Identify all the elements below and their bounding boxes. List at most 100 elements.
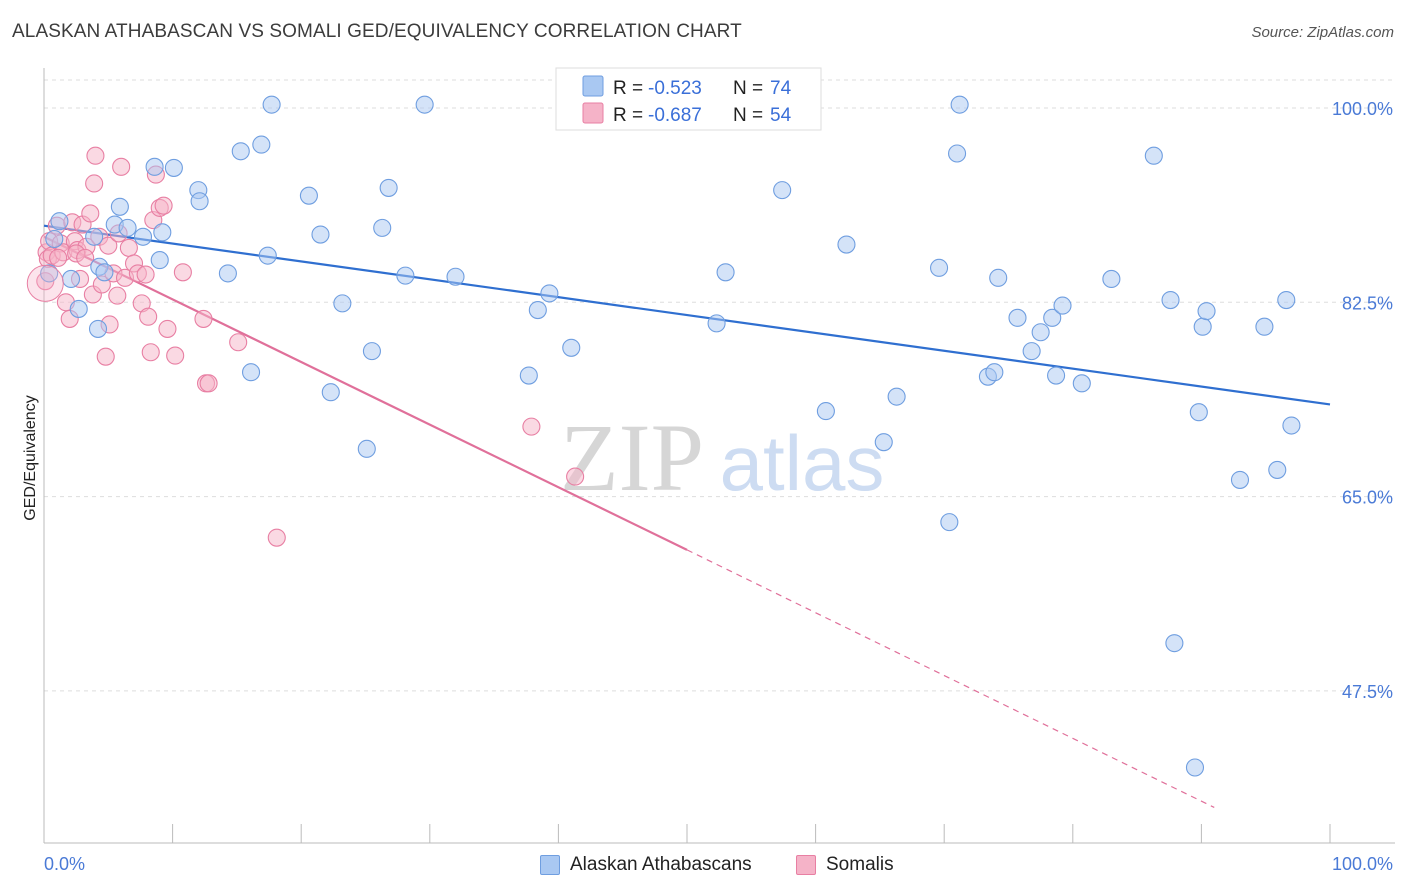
point-athabascan [1031,323,1050,342]
point-athabascan [321,383,340,402]
point-athabascan [1008,308,1027,327]
point-athabascan [940,513,959,532]
y-tick-label: 100.0% [1332,99,1393,119]
point-athabascan [930,258,949,277]
legend-label: Alaskan Athabascans [570,854,752,875]
x-tick-label: 0.0% [44,854,85,874]
point-athabascan [887,387,906,406]
point-somali [96,347,115,366]
point-somali [154,196,173,215]
point-athabascan [1161,291,1180,310]
point-athabascan [88,319,108,338]
point-athabascan [1072,374,1091,393]
y-tick-label: 47.5% [1342,682,1393,702]
watermark-zip: ZIP [560,404,704,511]
point-athabascan [1047,366,1066,385]
point-athabascan [69,299,88,318]
legend-swatch-pink [582,102,604,124]
point-athabascan [396,266,415,285]
point-athabascan [379,178,398,197]
point-athabascan [985,363,1004,382]
point-athabascan [1043,308,1062,327]
point-somali [166,346,185,365]
point-athabascan [528,300,547,320]
point-athabascan [950,95,969,114]
point-athabascan [231,142,250,161]
point-somali [81,204,100,223]
trend-lines [43,224,1331,809]
point-athabascan [1277,291,1296,310]
legend-item-somalis: Somalis [796,852,894,878]
point-athabascan [874,433,893,452]
point-athabascan [50,212,69,231]
point-athabascan [1255,317,1274,336]
y-tick-label: 65.0% [1342,488,1393,508]
point-athabascan [164,158,183,177]
point-athabascan [258,246,277,265]
point-athabascan [85,227,104,246]
point-athabascan [299,186,318,205]
point-athabascan [1102,269,1121,289]
point-somali [199,374,218,393]
stats-legend: R = -0.523 N = 74 R = -0.687 N = 54 [555,67,822,131]
point-somali [85,174,104,193]
point-athabascan [707,314,726,333]
x-tick-labels: 0.0% 100.0% [44,854,1393,874]
watermark: ZIP atlas [560,404,884,511]
x-tick-label: 100.0% [1332,854,1393,874]
point-athabascan [1282,416,1301,435]
point-athabascan [40,264,59,283]
legend-label: Somalis [826,854,894,875]
point-athabascan [1189,403,1208,422]
point-athabascan [373,218,392,237]
point-athabascan [252,135,271,154]
point-athabascan [562,338,581,357]
point-athabascan [989,268,1008,287]
point-somali [229,333,248,352]
legend-swatch-pink [796,855,816,875]
point-athabascan [150,251,169,270]
point-athabascan [1144,146,1163,165]
axes [43,68,1395,844]
point-somali [108,286,127,305]
point-somali [173,263,192,282]
trend-line-athabascans [43,224,1331,406]
point-athabascan [415,95,434,114]
point-athabascan [1197,302,1216,321]
point-athabascan [773,181,792,200]
trend-line-somalis [43,235,688,551]
legend-r-label: R = [613,105,643,126]
legend-n-label: N = [733,105,763,126]
point-somali [139,307,158,326]
point-athabascan [262,95,281,114]
point-athabascan [311,225,330,244]
point-athabascan [45,229,64,249]
point-athabascan [333,294,352,313]
point-somali [158,319,177,338]
point-athabascan [716,263,735,282]
point-somali [141,343,160,362]
point-athabascan [357,439,376,458]
point-athabascan [118,218,137,237]
point-athabascan [133,227,153,246]
point-athabascan [446,267,465,286]
data-points [26,95,1301,777]
point-athabascan [190,192,209,211]
point-athabascan [816,402,835,421]
legend-n-label: N = [733,78,763,99]
point-somali [76,248,95,267]
legend-r-value: -0.687 [648,105,702,126]
point-athabascan [1185,758,1205,777]
point-somali [119,238,138,257]
point-athabascan [95,263,114,282]
trend-line-somalis-extension [686,549,1215,809]
point-athabascan [61,269,81,289]
point-somali [566,467,585,486]
point-athabascan [540,284,559,303]
point-somali [267,528,286,547]
legend-item-athabascans: Alaskan Athabascans [540,852,752,878]
point-somali [99,236,118,255]
point-athabascan [1230,470,1250,489]
point-athabascan [1053,296,1072,315]
